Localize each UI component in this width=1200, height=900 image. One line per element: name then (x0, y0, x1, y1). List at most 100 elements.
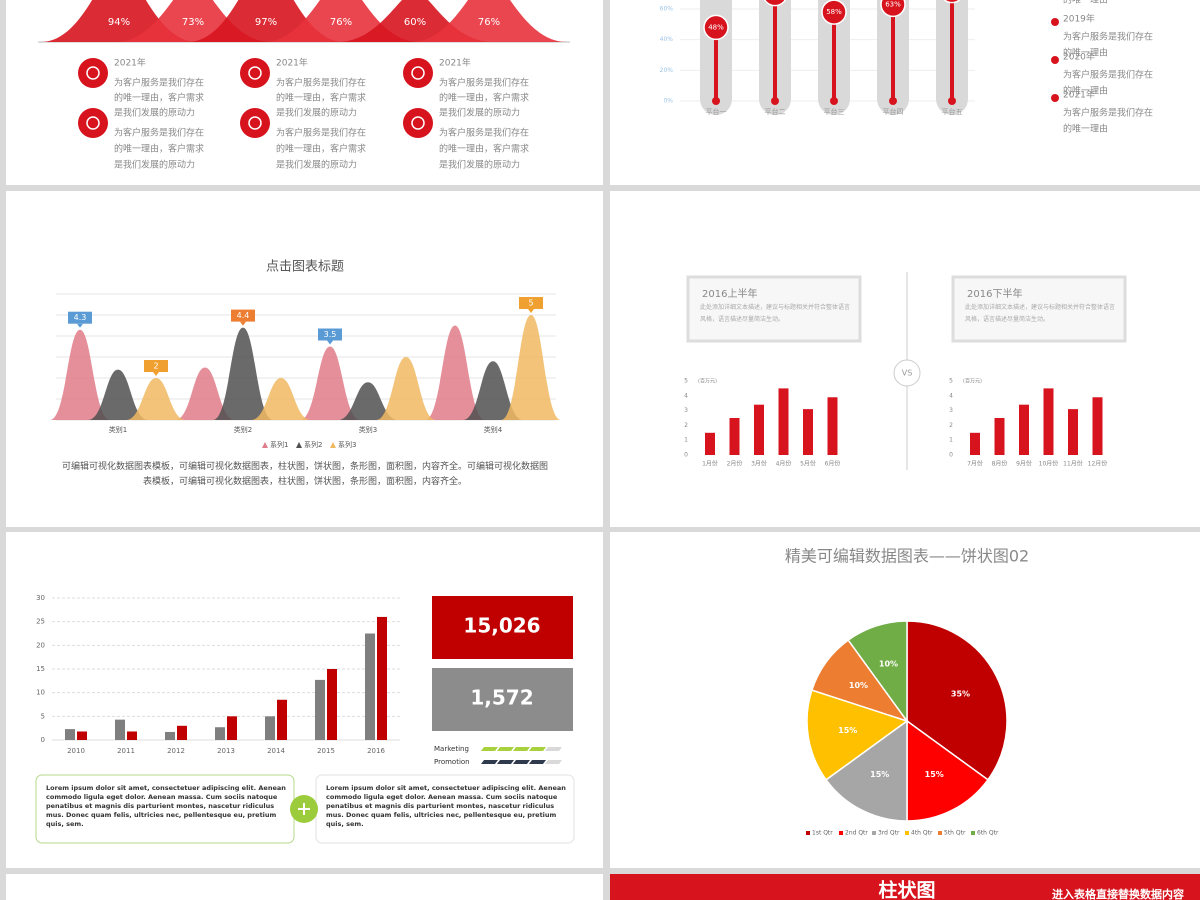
bar (277, 699, 287, 740)
value-label: 60% (404, 17, 426, 28)
value-label: 76% (330, 17, 352, 28)
value-label: 2 (153, 362, 158, 371)
peak (501, 315, 561, 420)
chart-title: 点击图表标题 (266, 260, 344, 275)
item-text: 为客户服务是我们存在 (276, 127, 366, 139)
item-text: 的唯一理由，客户需求 (276, 143, 366, 155)
x-tick-label: 1月份 (702, 460, 718, 468)
x-tick-label: 平台一 (706, 107, 727, 116)
bar (377, 616, 387, 740)
bar (705, 432, 715, 455)
title-band (610, 874, 1200, 900)
x-tick-label: 类别4 (484, 425, 503, 434)
bar (327, 669, 337, 740)
stat-box (432, 668, 573, 731)
legend-dot (1051, 56, 1059, 64)
y-tick-label: 4 (949, 392, 953, 399)
value-label: 48% (708, 23, 724, 31)
legend-year: 2021年 (1063, 89, 1095, 101)
y-tick-label: 0 (949, 452, 953, 459)
icon-glyph (86, 66, 100, 80)
peak (300, 346, 360, 420)
x-tick-label: 3月份 (751, 460, 767, 468)
legend-marker (330, 442, 336, 448)
callout (519, 297, 543, 309)
value-label: 76% (478, 17, 500, 28)
bar (827, 397, 838, 455)
value-label: 10% (879, 659, 898, 668)
pie-slice (847, 620, 908, 724)
callout (68, 311, 92, 324)
slide-panel (610, 191, 1200, 527)
icon-glyph (248, 66, 262, 80)
x-tick-label: 6月份 (825, 460, 841, 468)
description: 可编辑可视化数据图表模板，可编辑可视化数据图表，柱状图，饼状图，条形图，面积图，… (62, 462, 548, 487)
bar (165, 731, 175, 740)
item-text: 为客户服务是我们存在 (114, 77, 204, 89)
x-tick-label: 2月份 (727, 460, 743, 468)
stat-number: 1,572 (470, 686, 533, 710)
bar (265, 716, 275, 740)
peak (175, 367, 235, 420)
legend-text: 的唯一理由 (1063, 0, 1108, 6)
value-label: 3.5 (324, 330, 337, 339)
x-tick-label: 8月份 (992, 460, 1008, 468)
text-box (686, 275, 862, 343)
bar (215, 727, 225, 740)
icon (403, 58, 433, 88)
item-text: 是我们发展的原动力 (276, 159, 357, 171)
y-tick-label: 2 (949, 422, 953, 429)
y-tick-label: 20 (36, 641, 45, 649)
bar (177, 725, 187, 740)
value-label: 4.3 (74, 313, 87, 322)
legend-swatch (938, 831, 942, 835)
legend-text: 的唯一理由 (1063, 85, 1108, 97)
y-tick-label: 5 (41, 712, 45, 720)
bar (315, 679, 325, 740)
item-year: 2021年 (276, 57, 308, 69)
peak (463, 361, 523, 420)
y-tick-label: 4 (684, 392, 688, 399)
y-tick-label: 0 (684, 452, 688, 459)
plus-icon (298, 803, 310, 815)
y-tick-label: 3 (949, 407, 953, 414)
lollipop (821, 0, 847, 25)
legend-dot (1051, 18, 1059, 26)
legend-label: 1st Qtr (812, 830, 833, 837)
legend-text: 为客户服务是我们存在 (1063, 31, 1153, 43)
slide-panel (6, 191, 603, 527)
bar (1019, 404, 1029, 455)
legend-label: 系列1 (270, 440, 288, 449)
pie-slice (806, 689, 909, 781)
peak (88, 369, 148, 420)
legend-swatch (872, 831, 876, 835)
y-tick-label: 1 (684, 437, 688, 444)
legend-label: 系列3 (338, 440, 356, 449)
value-label: 4.4 (237, 311, 250, 320)
x-tick-label: 2014 (267, 747, 285, 755)
x-tick-label: 10月份 (1039, 460, 1059, 468)
peak (411, 0, 567, 42)
vs-circle (893, 359, 921, 387)
x-tick-label: 7月份 (967, 460, 983, 468)
y-tick-label: 25 (36, 618, 45, 626)
bar (994, 418, 1005, 455)
callout (318, 328, 342, 341)
icon (78, 58, 108, 88)
peak (338, 382, 398, 420)
y-tick-label: 5 (949, 378, 953, 385)
pie-slice (825, 719, 908, 822)
value-label: 10% (849, 681, 868, 690)
item-text: 的唯一理由，客户需求 (114, 92, 204, 104)
icon-glyph (411, 66, 425, 80)
legend-swatch (905, 831, 909, 835)
base-dot (771, 97, 779, 105)
lorem-text: Lorem ipsum dolor sit amet, consectetuer… (326, 784, 566, 828)
bar (970, 432, 980, 455)
icon-glyph (248, 116, 262, 130)
legend-label: 系列2 (304, 440, 322, 449)
y-tick-label: 20% (660, 67, 674, 74)
stat-number: 15,026 (463, 614, 540, 638)
chart-title: 精美可编辑数据图表——饼状图02 (785, 547, 1029, 566)
